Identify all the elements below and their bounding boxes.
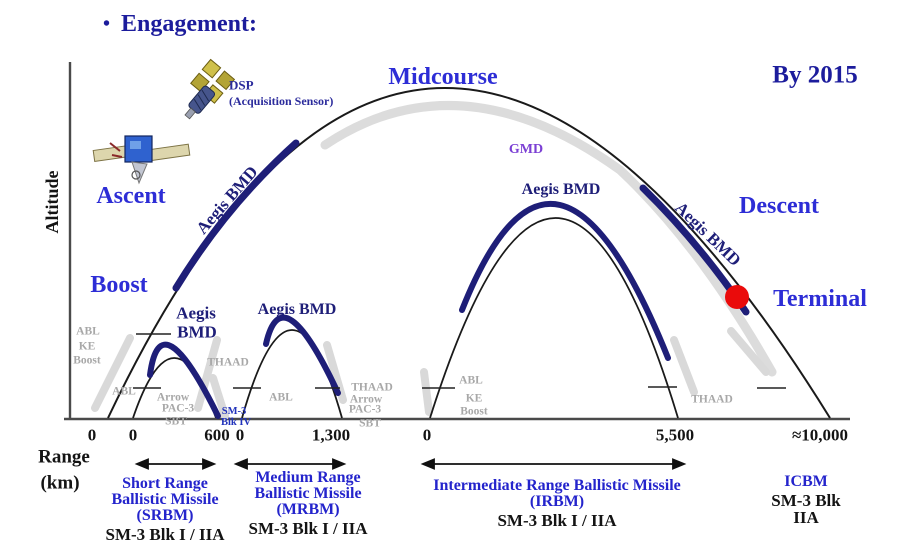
aegis-engagement-arcs xyxy=(147,139,750,419)
band-thaad-irbm xyxy=(670,336,698,396)
dsp-satellite-icon xyxy=(184,58,236,120)
band-thaad-mrbm xyxy=(323,341,347,404)
tick-origin: 0 xyxy=(87,425,97,445)
mrbm-name-line2: Ballistic Missile xyxy=(254,485,362,502)
mrbm-interceptor: SM-3 Blk I / IIA xyxy=(248,519,368,538)
srbm-name-line1: Short Range xyxy=(122,475,208,492)
label-sbt-srbm: SBT xyxy=(165,415,187,428)
srbm-arrowhead-left xyxy=(134,458,149,470)
label-pac3-mrbm: PAC-3 xyxy=(348,403,382,416)
aegis-bmd-irbm-label: Aegis BMD xyxy=(521,181,601,198)
irbm-name-line1: Intermediate Range Ballistic Missile xyxy=(433,477,681,494)
category-icbm: ICBM SM-3 Blk IIA xyxy=(759,473,853,527)
dsp-subtitle: (Acquisition Sensor) xyxy=(229,94,334,108)
irbm-interceptor: SM-3 Blk I / IIA xyxy=(497,511,617,530)
x-axis-label-range: Range xyxy=(38,446,90,468)
phase-midcourse: Midcourse xyxy=(388,64,498,90)
terminal-interceptor-bands xyxy=(91,327,770,420)
title-bullet: • xyxy=(103,13,111,35)
icbm-interceptor: SM-3 Blk IIA xyxy=(771,491,841,527)
tick-600: 600 xyxy=(204,425,230,445)
band-thaad-srbm xyxy=(194,336,221,412)
irbm-arrowhead-right xyxy=(672,458,687,470)
mrbm-name-line1: Medium Range xyxy=(255,469,361,486)
srbm-arrowhead-right xyxy=(202,458,217,470)
aegis-arc-mrbm xyxy=(263,314,341,396)
label-ke-left: KE xyxy=(78,340,96,353)
tick-10000: ≈10,000 xyxy=(791,425,849,445)
mrbm-arrowhead-left xyxy=(233,458,248,470)
mrbm-arrowhead-right xyxy=(332,458,347,470)
icbm-name: ICBM xyxy=(784,473,828,490)
x-axis-label-km: (km) xyxy=(40,472,80,494)
label-pac3-srbm: PAC-3 xyxy=(161,402,195,415)
band-abl-left xyxy=(91,334,134,412)
aegis-bmd-srbm-label-line1: Aegis xyxy=(176,303,216,323)
mrbm-name-line3: (MRBM) xyxy=(276,501,340,518)
aegis-arc-ascent xyxy=(172,139,300,292)
label-thaad-irbm: THAAD xyxy=(691,393,733,406)
label-abl-irbm: ABL xyxy=(459,374,483,387)
range-arrows xyxy=(134,458,687,470)
tick-mrbm-0: 0 xyxy=(235,425,245,445)
timeframe-label: By 2015 xyxy=(772,61,858,89)
altitude-dashes xyxy=(133,333,786,389)
irbm-arrowhead-left xyxy=(420,458,435,470)
tick-5500: 5,500 xyxy=(655,425,695,445)
srbm-interceptor: SM-3 Blk I / IIA xyxy=(105,525,225,544)
aegis-satellite-icon xyxy=(92,135,191,185)
band-abl-irbm xyxy=(420,368,433,416)
category-mrbm: Medium Range Ballistic Missile (MRBM) SM… xyxy=(248,469,368,538)
irbm-trajectory xyxy=(429,217,679,419)
label-abl-srbm: ABL xyxy=(112,385,136,398)
phase-descent: Descent xyxy=(739,193,819,219)
srbm-name-line2: Ballistic Missile xyxy=(111,491,219,508)
phase-terminal: Terminal xyxy=(773,286,867,312)
label-arrow-srbm: Arrow xyxy=(156,391,190,404)
band-sm3-blkiv xyxy=(209,374,229,420)
irbm-name-line2: (IRBM) xyxy=(529,493,585,510)
aegis-bmd-mrbm-label: Aegis BMD xyxy=(257,301,337,318)
category-irbm: Intermediate Range Ballistic Missile (IR… xyxy=(433,477,681,530)
slide-title: • Engagement: xyxy=(103,11,257,38)
sm3-blkiv-line2: Blk IV xyxy=(220,416,252,428)
srbm-name-line3: (SRBM) xyxy=(136,507,194,524)
label-abl-mrbm: ABL xyxy=(269,391,293,404)
terminal-intercept-dot xyxy=(725,285,749,309)
phase-boost: Boost xyxy=(90,272,148,298)
label-arrow-mrbm: Arrow xyxy=(349,393,383,406)
label-thaad-mrbm: THAAD xyxy=(351,381,393,394)
aegis-bmd-srbm-label-line2: BMD xyxy=(177,322,217,342)
aegis-arc-irbm xyxy=(459,201,671,361)
dsp-label: DSP xyxy=(229,77,254,93)
label-abl-left: ABL xyxy=(76,325,100,338)
title-text: Engagement: xyxy=(121,11,257,37)
aegis-arc-srbm xyxy=(147,341,221,419)
phase-ascent: Ascent xyxy=(96,183,166,209)
label-sbt-mrbm: SBT xyxy=(359,417,381,430)
category-srbm: Short Range Ballistic Missile (SRBM) SM-… xyxy=(105,475,225,544)
gmd-engagement-band xyxy=(320,101,777,377)
tick-1300: 1,300 xyxy=(311,425,351,445)
gmd-label: GMD xyxy=(508,142,544,157)
label-boost-irbm: Boost xyxy=(460,405,488,418)
y-axis-label: Altitude xyxy=(42,170,62,234)
label-thaad-srbm: THAAD xyxy=(207,356,249,369)
band-thaad-icbm xyxy=(727,327,770,376)
tick-srbm-0: 0 xyxy=(128,425,138,445)
label-boost-left: Boost xyxy=(73,354,101,367)
sm3-blkiv-line1: SM-3 xyxy=(221,405,247,417)
tick-irbm-0: 0 xyxy=(422,425,432,445)
label-ke-irbm: KE xyxy=(465,392,483,405)
